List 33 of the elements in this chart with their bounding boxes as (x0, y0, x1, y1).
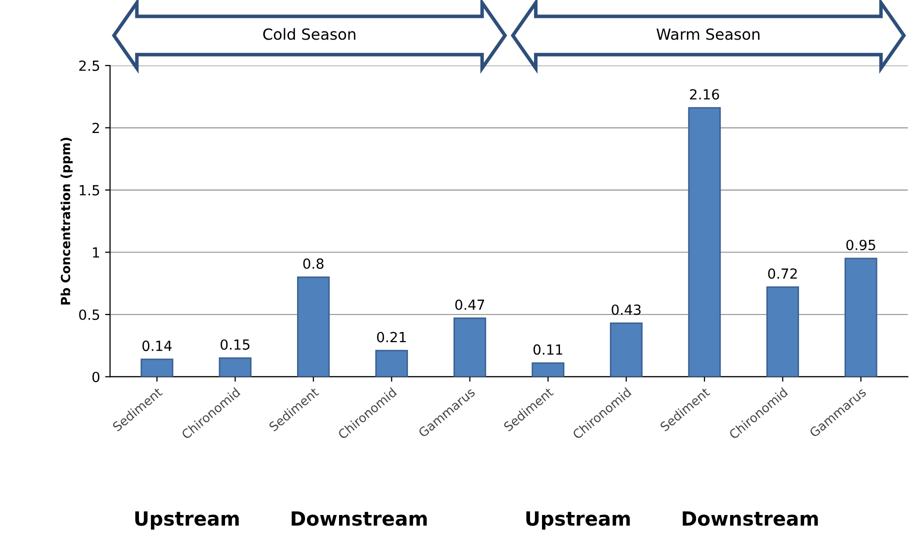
bar (844, 258, 878, 377)
data-label: 0.11 (533, 344, 562, 355)
data-label: 0.43 (612, 304, 641, 315)
bar (375, 350, 408, 377)
bar (532, 362, 564, 377)
data-label: 0.8 (303, 258, 324, 269)
y-tick-label: 1 (93, 247, 100, 258)
bar (610, 322, 643, 377)
text: Upstream (135, 511, 239, 530)
y-tick-label: 2 (92, 122, 99, 134)
bar (766, 286, 800, 377)
text: Downstream (292, 511, 427, 526)
data-label: 0.14 (142, 340, 172, 352)
bar (297, 276, 330, 377)
data-label: 0.95 (846, 240, 876, 250)
data-label: 0.15 (220, 339, 250, 350)
data-label: 0.21 (377, 332, 406, 342)
data-label: 0.47 (455, 299, 484, 310)
y-axis-title: Pb Concentration (ppm) (60, 138, 73, 304)
text: Downstream (682, 511, 818, 526)
bar (453, 318, 486, 377)
data-label: 2.16 (690, 89, 720, 100)
y-tick-label: 0 (92, 372, 100, 382)
bar (218, 357, 252, 377)
text: Cold Season (263, 28, 356, 40)
bar (688, 107, 721, 377)
text: Warm Season (656, 28, 760, 40)
y-tick-label: 2.5 (79, 60, 100, 71)
data-label: 0.72 (768, 268, 797, 279)
y-tick-label: 1.5 (80, 185, 100, 196)
bar (140, 358, 174, 377)
y-tick-label: 0.5 (79, 309, 100, 320)
text: Upstream (526, 511, 630, 530)
